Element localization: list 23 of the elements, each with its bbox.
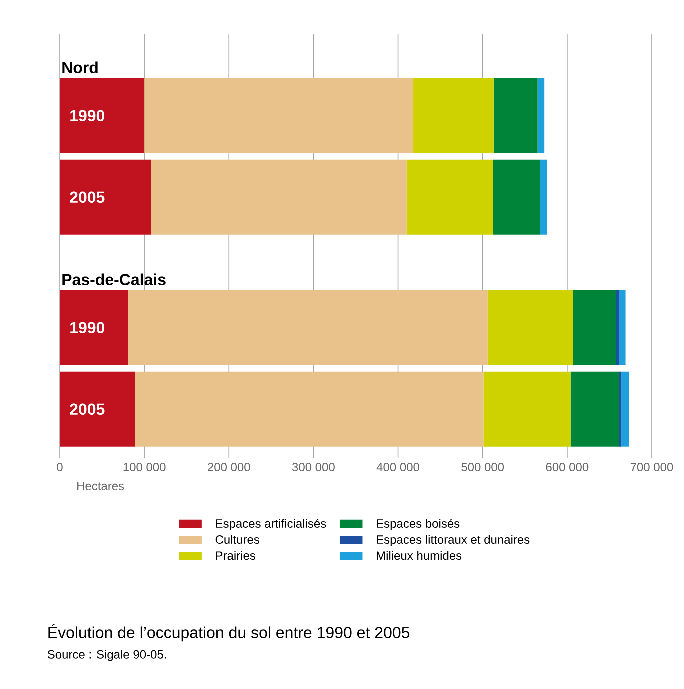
legend-label: Milieux humides — [377, 551, 462, 560]
annotation: Pas-de-Calais — [62, 274, 166, 286]
x-tick-label: 600 000 — [546, 463, 589, 472]
legend-label: Espaces artificialisés — [216, 519, 326, 530]
legend-label: Cultures — [216, 535, 260, 544]
x-tick-label: 300 000 — [292, 463, 335, 472]
text: Évolution de l’occupation du sol entre 1990 et 2005 — [48, 624, 410, 642]
source-note: Source : Sigale 90-05. — [48, 650, 166, 662]
x-tick-label: 700 000 — [630, 463, 674, 472]
legend-label: Prairies — [216, 551, 256, 560]
x-tick-label: 400 000 — [376, 463, 420, 472]
y-tick-label: 1990 — [70, 110, 105, 122]
x-tick-label: 0 — [57, 463, 63, 472]
y-tick-label: 1990 — [70, 322, 105, 334]
x-tick-label: 200 000 — [208, 463, 250, 472]
annotation: Nord — [62, 62, 98, 74]
legend-label: Espaces littoraux et dunaires — [377, 535, 530, 546]
y-tick-label: 2005 — [70, 404, 105, 416]
legend-label: Espaces boisés — [377, 519, 460, 530]
x-tick-label: 500 000 — [462, 463, 504, 472]
x-tick-label: 100 000 — [124, 463, 166, 472]
x-axis-title: Hectares — [78, 482, 124, 491]
y-tick-label: 2005 — [70, 192, 105, 204]
